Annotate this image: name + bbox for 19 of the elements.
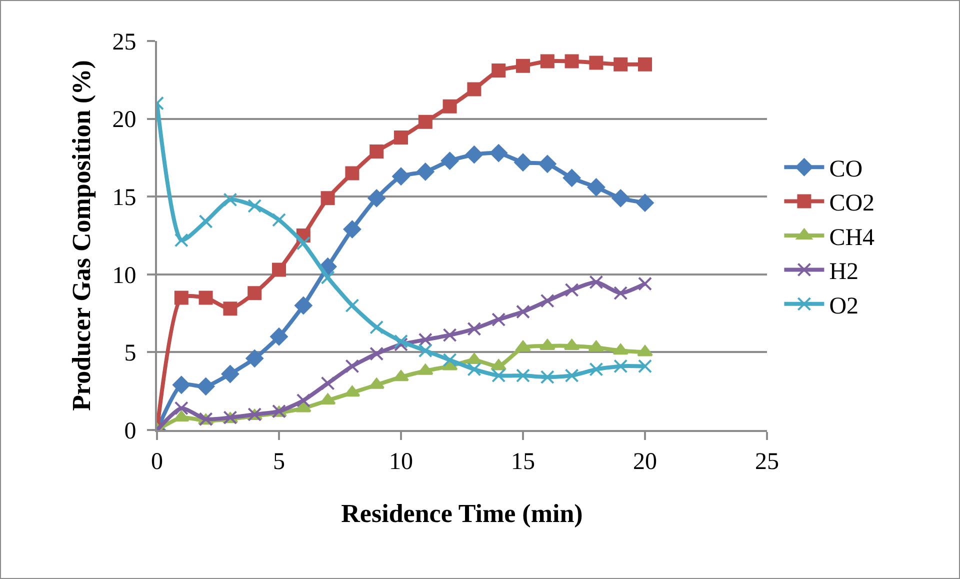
y-tick-label: 10: [112, 262, 136, 289]
x-tick-label: 10: [389, 448, 413, 475]
y-axis-title: Producer Gas Composition (%): [67, 60, 96, 411]
x-axis-title: Residence Time (min): [341, 499, 583, 528]
x-tick-label: 25: [755, 448, 779, 475]
y-tick-label: 25: [112, 29, 136, 56]
x-tick-label: 0: [151, 448, 163, 475]
y-tick-label: 5: [124, 340, 136, 367]
y-tick-label: 0: [124, 418, 136, 444]
y-tick-label: 15: [112, 185, 136, 211]
x-tick-label: 20: [633, 448, 657, 475]
x-tick-label: 15: [511, 448, 535, 475]
legend-label: CO2: [829, 190, 875, 217]
y-tick-label: 20: [112, 107, 136, 134]
legend-label: H2: [829, 259, 859, 286]
legend-label: CH4: [829, 224, 875, 251]
legend-label: CO: [829, 156, 863, 182]
legend-label: O2: [829, 293, 859, 320]
x-tick-label: 5: [273, 448, 285, 475]
